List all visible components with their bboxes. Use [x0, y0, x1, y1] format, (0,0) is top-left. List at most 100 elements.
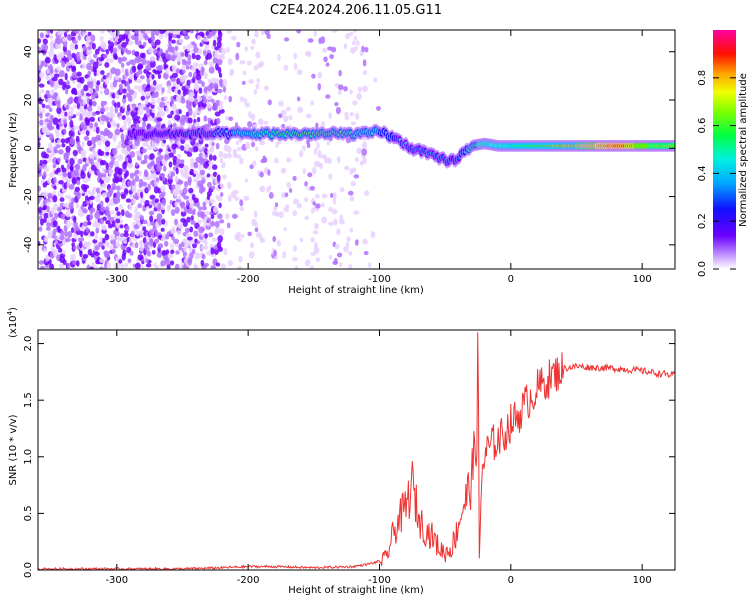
snr-plot-area: [38, 330, 675, 570]
spectrogram-cell: [75, 135, 80, 143]
spectrogram-cell: [46, 205, 50, 213]
spectrogram-cell: [124, 68, 129, 75]
spectrogram-cell: [161, 52, 167, 60]
spectrogram-cell: [88, 157, 94, 164]
spectrogram-cell: [58, 70, 65, 78]
spectrogram-cell: [114, 68, 121, 76]
spectrogram-cell: [195, 54, 201, 61]
spectrogram-cell: [81, 140, 85, 148]
spectrogram-cell: [128, 203, 133, 211]
spectrogram-cell: [47, 158, 52, 163]
spectrogram-cell: [226, 222, 231, 229]
spectrogram-cell: [337, 89, 342, 96]
spectrogram-cell: [172, 122, 177, 129]
spectrogram-cell: [292, 245, 298, 252]
spectrogram-cell: [57, 157, 61, 163]
spectrogram-cell: [194, 238, 198, 243]
spectrogram-cell: [164, 64, 169, 69]
spectrogram-cell: [286, 181, 292, 188]
spectrogram-cell: [174, 188, 179, 195]
snr-series-line: [38, 332, 675, 570]
spectrogram-cell: [204, 43, 210, 51]
spectrogram-cell: [311, 73, 316, 79]
spectrogram-cell: [48, 125, 55, 131]
spectrogram-cell: [190, 162, 195, 169]
spectrogram-cell: [82, 253, 89, 259]
spectrogram-cell: [127, 85, 131, 92]
spectrogram-cell: [197, 34, 202, 40]
spectrogram-cell: [111, 220, 116, 228]
spectrogram-cell: [154, 39, 161, 46]
spectrogram-cell: [165, 106, 170, 114]
spectrogram-cell: [116, 211, 121, 216]
spectrogram-cell: [203, 175, 209, 180]
spectrogram-cell: [219, 219, 225, 224]
spectrogram-cell: [109, 58, 114, 63]
spectrogram-cell: [168, 161, 173, 168]
spectrogram-cell: [145, 263, 152, 268]
spectrogram-cell: [112, 113, 116, 119]
spectrogram-cell: [65, 151, 71, 156]
spectrogram-cell: [165, 49, 169, 55]
spectrogram-cell: [171, 39, 176, 44]
spectrogram-cell: [349, 89, 353, 95]
spectrogram-cell: [216, 241, 222, 249]
spectrogram-cell: [280, 109, 287, 116]
spectrogram-cell: [354, 157, 359, 163]
spectrogram-cell: [247, 120, 253, 128]
spectrogram-cell: [76, 178, 81, 186]
spectrogram-cell: [75, 111, 81, 116]
spectrogram-cell: [149, 237, 154, 244]
spectrogram-cell: [69, 164, 74, 171]
spectrogram-cell: [144, 97, 149, 105]
spectrogram-x-tick-label: 100: [633, 274, 652, 285]
spectrogram-cell: [285, 106, 291, 112]
spectrogram-cell: [110, 238, 117, 245]
spectrogram-cell: [61, 37, 67, 43]
spectrogram-cell: [105, 151, 110, 156]
spectrogram-cell: [52, 163, 57, 169]
spectrogram-cell: [347, 190, 354, 196]
spectrogram-cell: [193, 162, 199, 169]
spectrogram-cell: [223, 247, 228, 256]
spectrogram-cell: [316, 141, 320, 150]
spectrogram-cell: [226, 30, 233, 34]
spectrogram-cell: [246, 60, 252, 66]
spectrogram-cell: [235, 140, 240, 146]
spectrogram-cell: [239, 199, 244, 207]
spectrogram-cell: [52, 117, 59, 125]
spectrogram-cell: [350, 181, 356, 187]
spectrogram-cell: [240, 233, 245, 239]
spectrogram-cell: [362, 59, 367, 67]
spectrogram-cell: [63, 31, 68, 38]
spectrogram-cell: [49, 34, 54, 40]
spectrogram-cell: [107, 131, 114, 139]
spectrogram-cell: [146, 250, 151, 257]
spectrogram-cell: [326, 157, 333, 164]
spectrogram-cell: [169, 260, 175, 266]
spectrogram-cell: [177, 179, 184, 185]
spectrogram-cell: [257, 118, 264, 126]
spectrogram-x-tick-label: -200: [237, 274, 260, 285]
spectrogram-cell: [351, 40, 356, 46]
spectrogram-cell: [39, 71, 45, 79]
spectrogram-cell: [46, 221, 52, 228]
spectrogram-cell: [205, 41, 210, 46]
spectrogram-cell: [143, 253, 148, 261]
spectrogram-cell: [121, 67, 125, 74]
spectrogram-cell: [66, 34, 73, 41]
colorbar-tick-label: 0.2: [697, 213, 708, 229]
spectrogram-cell: [348, 263, 353, 269]
spectrogram-cell: [175, 250, 180, 255]
spectrogram-cell: [361, 148, 368, 156]
spectrogram-cell: [329, 192, 334, 199]
spectrogram-cell: [283, 37, 290, 42]
spectrogram-cell: [160, 185, 166, 193]
spectrogram-cell: [116, 123, 120, 129]
spectrogram-cell: [118, 203, 123, 211]
spectrogram-cell: [211, 142, 215, 147]
spectrogram-cell: [139, 197, 145, 204]
spectrogram-cell: [97, 105, 102, 111]
spectrogram-cell: [55, 130, 60, 138]
spectrogram-cell: [236, 146, 243, 152]
